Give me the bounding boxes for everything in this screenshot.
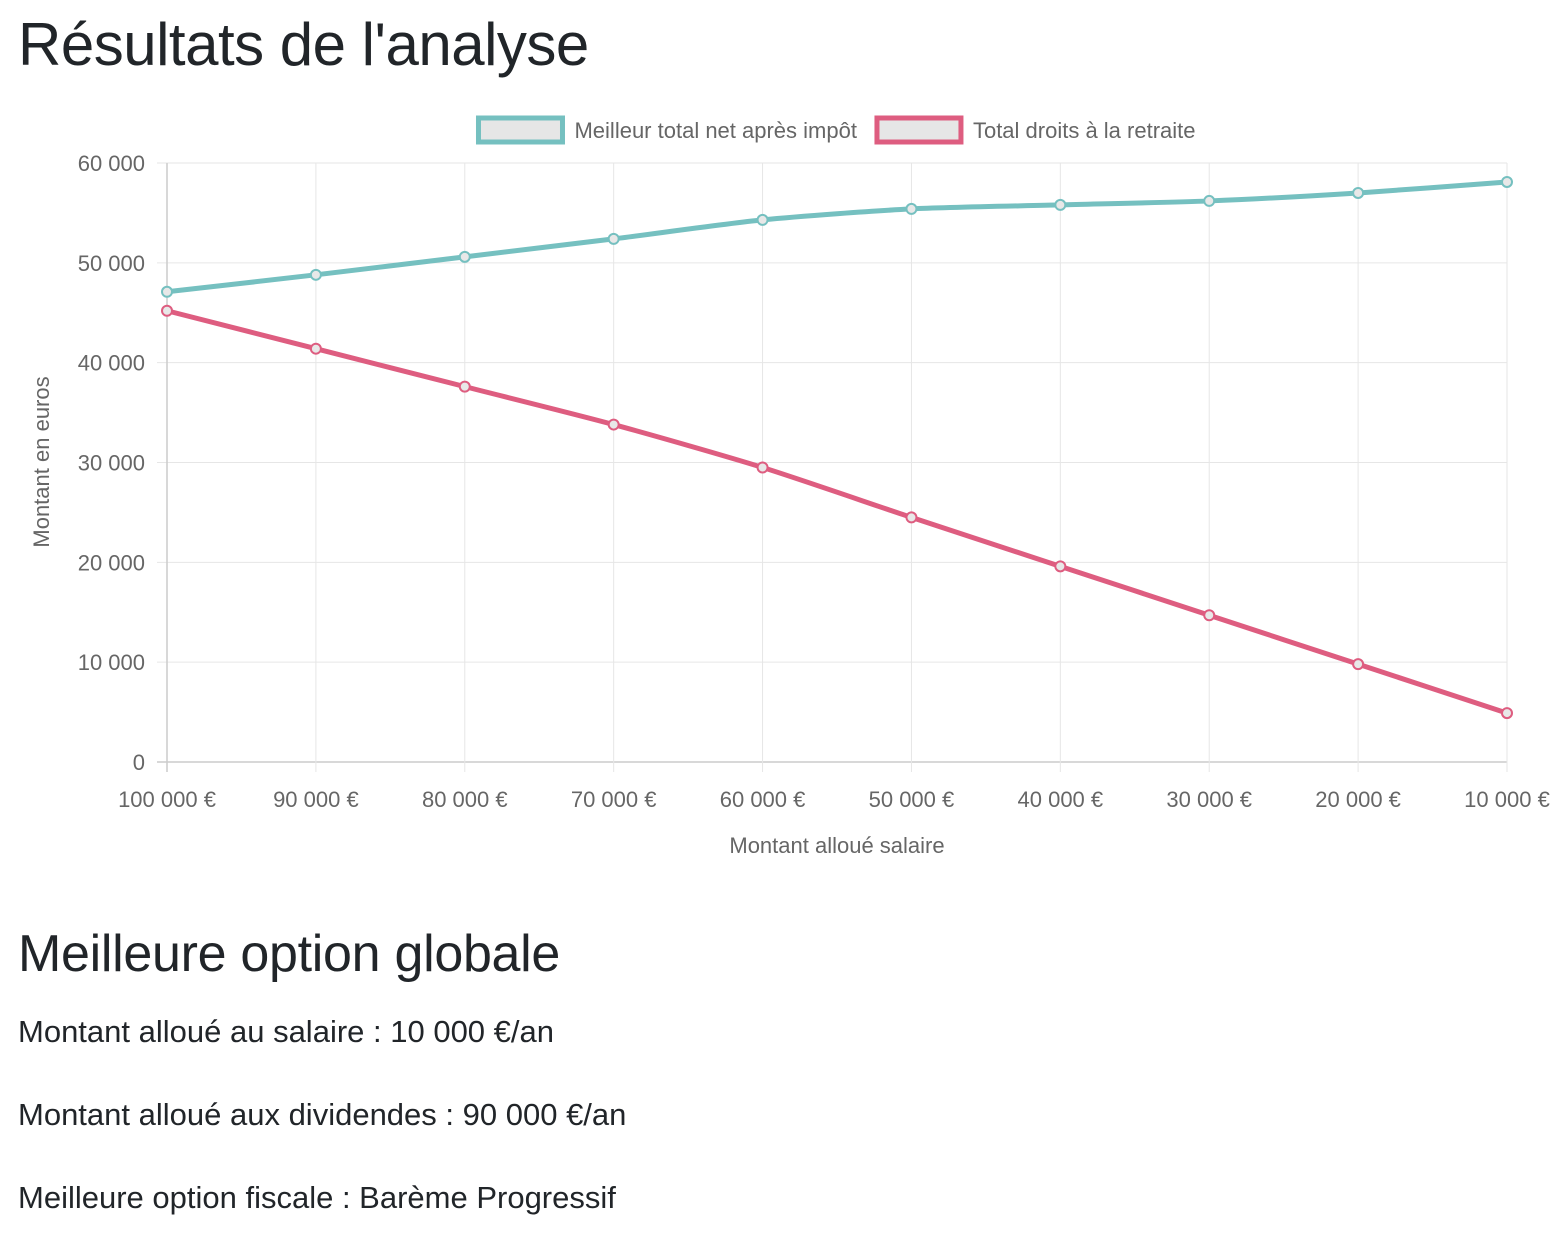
data-point [1501,707,1513,720]
tax-option-line: Meilleure option fiscale : Barème Progre… [18,1180,616,1215]
x-tick-label: 100 000 € [118,787,216,812]
x-tick-label: 10 000 € [1464,787,1550,812]
y-tick-label: 20 000 [78,550,145,575]
chart-legend: Meilleur total net après impôt Total droi… [475,115,1196,145]
data-point [1352,658,1365,671]
dividends-allocation-value: 90 000 €/an [462,1097,627,1132]
x-axis-ticks: 100 000 € 90 000 € 80 000 € 70 000 € 60 000 … [118,787,1550,812]
data-point [161,304,173,317]
x-axis-label: Montant alloué salaire [729,833,944,858]
data-point [1501,175,1513,188]
x-tick-label: 40 000 € [1018,787,1104,812]
y-tick-label: 60 000 [78,151,145,176]
data-point [1352,186,1365,199]
y-tick-label: 40 000 [78,351,145,376]
x-tick-label: 70 000 € [571,787,657,812]
tax-option-value: Barème Progressif [359,1180,616,1215]
x-tick-label: 30 000 € [1166,787,1252,812]
page-title: Résultats de l'analyse [18,11,589,78]
salary-allocation-line: Montant alloué au salaire : 10 000 €/an [18,1014,554,1049]
dividends-allocation-label: Montant alloué aux dividendes [18,1097,437,1132]
data-point [309,268,322,281]
legend-swatch [874,115,964,145]
data-point [161,285,173,298]
x-tick-label: 50 000 € [869,787,955,812]
line-chart: Meilleur total net après impôt Total droi… [29,115,1550,858]
chart-grid [157,162,1508,772]
best-option-heading: Meilleure option globale [18,925,561,983]
data-point [756,213,769,226]
x-tick-label: 20 000 € [1315,787,1401,812]
data-point [756,461,769,474]
y-tick-label: 0 [133,750,145,775]
data-point [905,202,918,215]
series-line-0 [164,179,1510,295]
y-tick-label: 50 000 [78,251,145,276]
x-tick-label: 90 000 € [273,787,359,812]
data-point [1203,194,1216,207]
data-point [1054,198,1067,211]
data-point [458,380,471,393]
legend-swatch [475,115,565,145]
data-point [607,418,620,431]
legend-label: Total droits à la retraite [973,118,1196,143]
y-tick-label: 10 000 [78,650,145,675]
tax-option-label: Meilleure option fiscale [18,1180,334,1215]
chart-series [161,175,1513,720]
data-point [1054,560,1067,573]
salary-allocation-value: 10 000 €/an [390,1014,554,1049]
x-tick-label: 60 000 € [720,787,806,812]
y-axis-label: Montant en euros [29,376,54,547]
y-axis-ticks: 0 10 000 20 000 30 000 40 000 50 000 60 000 [78,151,145,775]
data-point [309,342,322,355]
series-line-1 [164,308,1510,716]
x-tick-label: 80 000 € [422,787,508,812]
y-tick-label: 30 000 [78,451,145,476]
salary-allocation-label: Montant alloué au salaire [18,1014,365,1049]
data-point [607,232,620,245]
data-point [1203,609,1216,622]
dividends-allocation-line: Montant alloué aux dividendes : 90 000 €… [18,1097,627,1132]
legend-label: Meilleur total net après impôt [574,118,856,143]
data-point [458,250,471,263]
data-point [905,511,918,524]
